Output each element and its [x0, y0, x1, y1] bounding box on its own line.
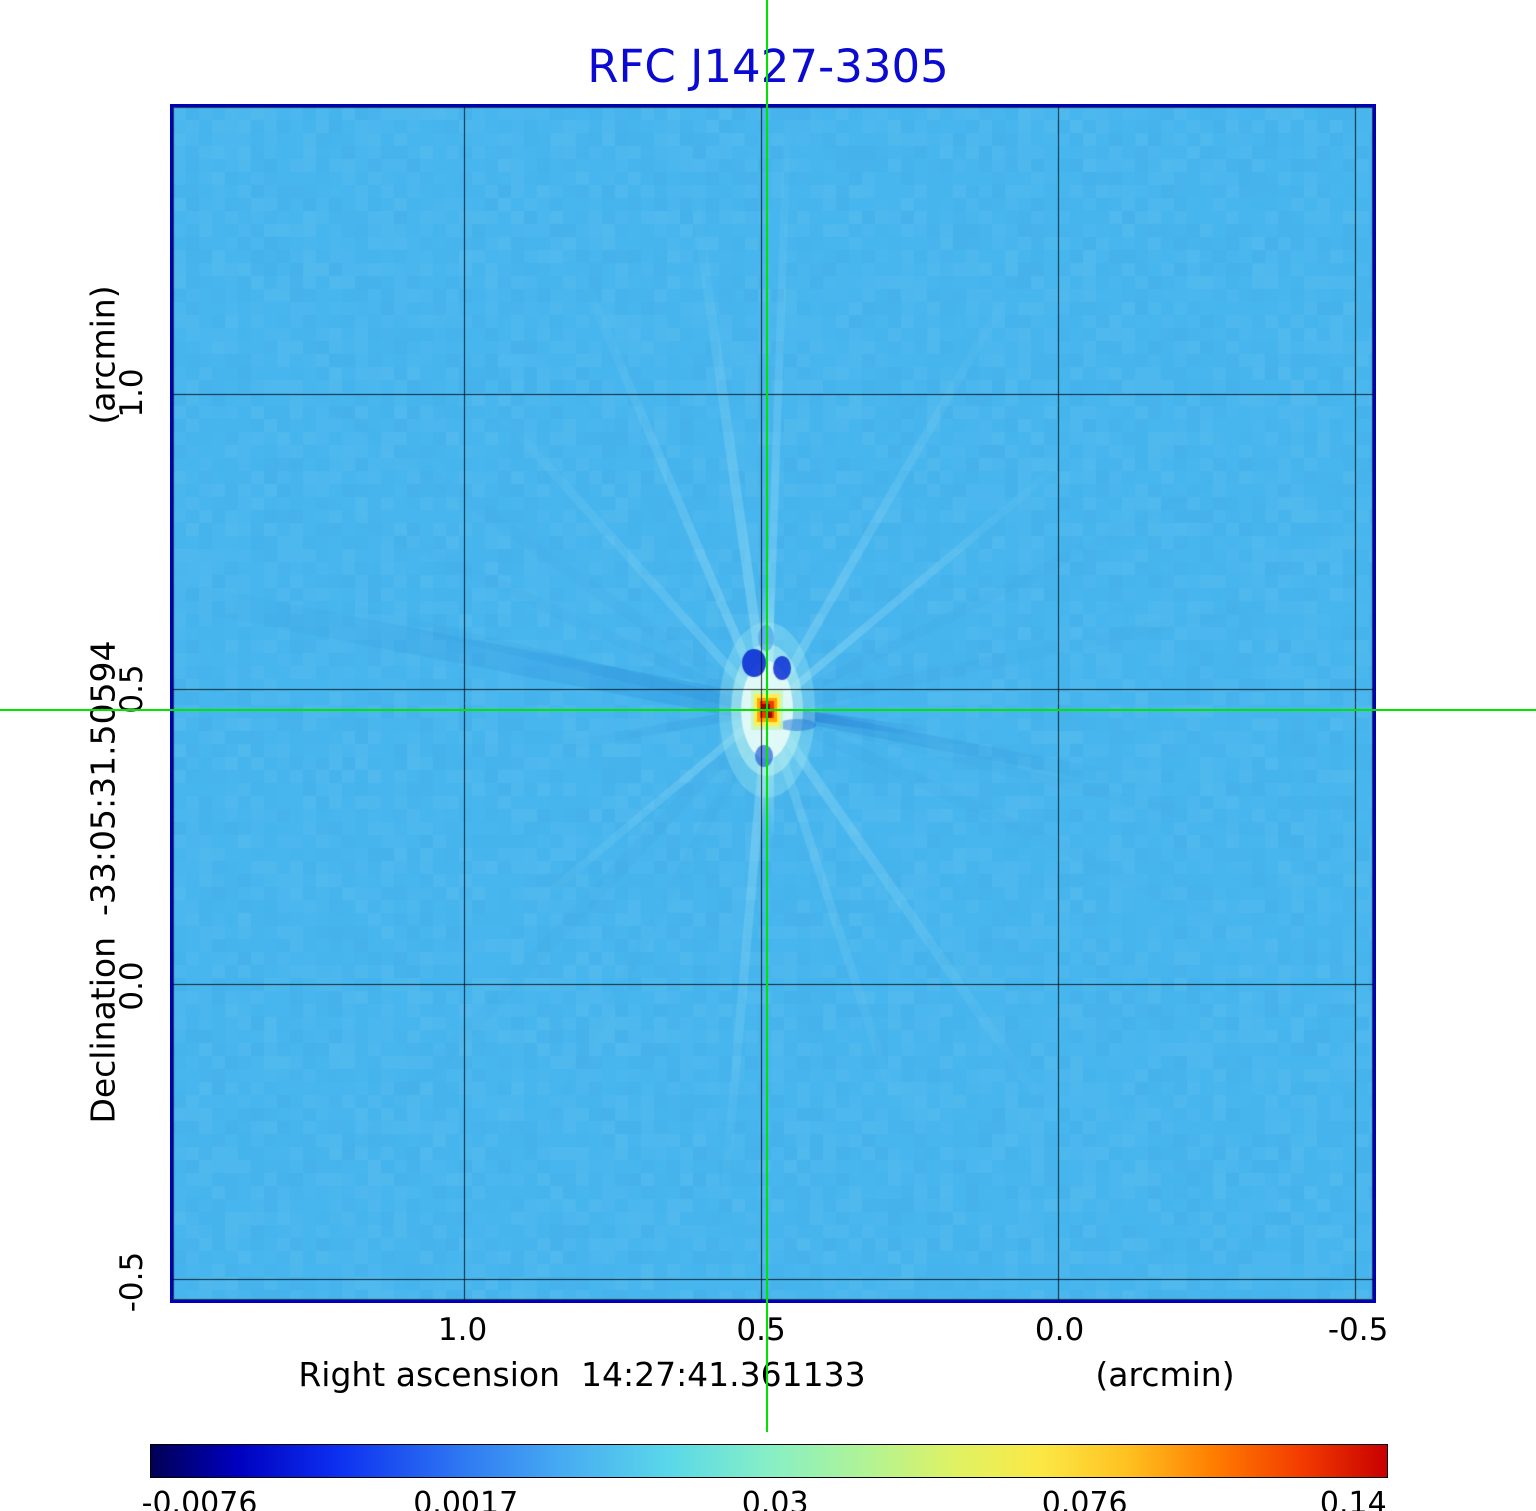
- x-tick-label-1: 1.0: [437, 1312, 488, 1348]
- plot-area: [170, 104, 1376, 1303]
- colorbar-tick-label-2: 0.0017: [413, 1486, 519, 1511]
- y-axis-unit: (arcmin): [83, 285, 123, 425]
- radio-intensity-map: [173, 107, 1373, 1300]
- colorbar-tick-label-3: 0.03: [741, 1486, 809, 1511]
- colorbar-tick-label-5: 0.14: [1319, 1486, 1387, 1511]
- x-axis-title: Right ascension 14:27:41.361133: [298, 1355, 866, 1394]
- crosshair-vertical-line: [766, 0, 769, 1432]
- x-axis-unit: (arcmin): [1095, 1355, 1235, 1394]
- crosshair-horizontal-line: [0, 709, 1536, 712]
- colorbar-tick-label-4: 0.076: [1041, 1486, 1128, 1511]
- x-tick-label-4: -0.5: [1327, 1312, 1389, 1348]
- y-tick-label-4: -0.5: [114, 1251, 150, 1313]
- x-tick-label-2: 0.5: [736, 1312, 786, 1348]
- x-tick-label-3: 0.0: [1034, 1312, 1085, 1348]
- y-axis-title: Declination -33:05:31.50594: [83, 640, 123, 1124]
- colorbar-tick-label-1: -0.0076: [141, 1486, 258, 1511]
- colorbar-gradient: [150, 1444, 1388, 1478]
